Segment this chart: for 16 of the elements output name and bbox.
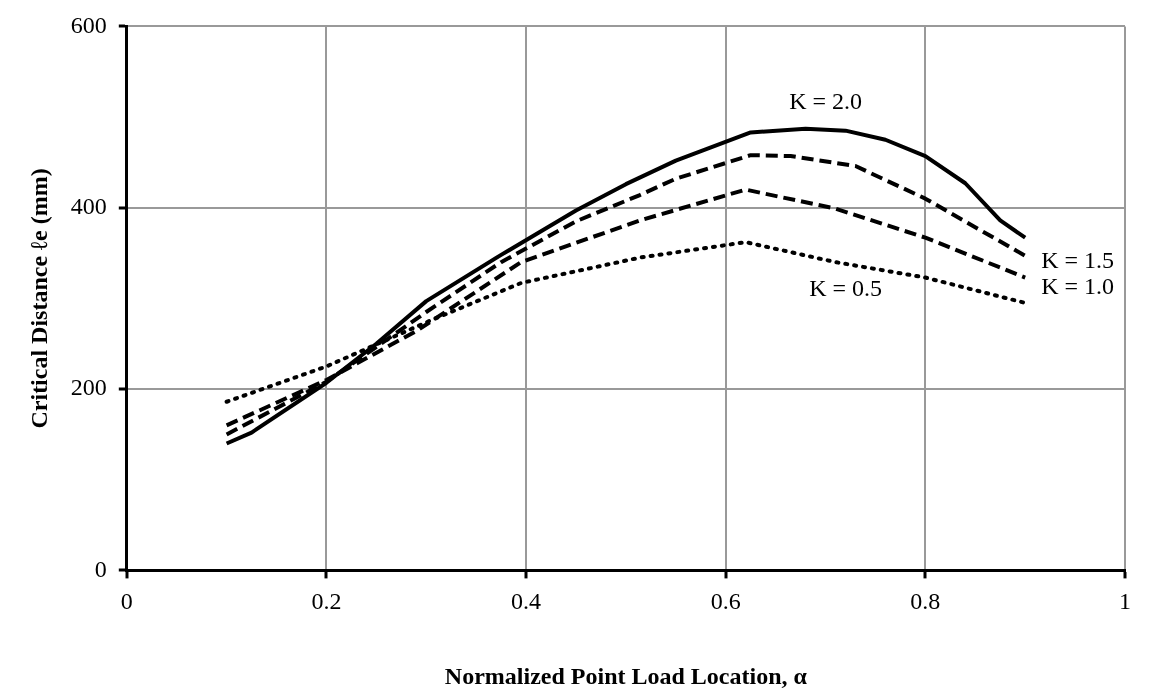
series-label: K = 0.5: [809, 275, 883, 302]
y-tick-label: 200: [70, 374, 107, 401]
x-tick-label: 0.2: [311, 588, 342, 615]
x-tick-label: 0.4: [511, 588, 542, 615]
series-label: K = 1.0: [1041, 272, 1115, 299]
series-label: K = 2.0: [789, 88, 863, 115]
y-axis-title: Critical Distance ℓe (mm): [25, 168, 52, 429]
y-tick-label: 400: [70, 193, 107, 220]
series-label: K = 1.5: [1041, 247, 1115, 274]
x-axis-title: Normalized Point Load Location, α: [444, 662, 808, 689]
x-tick-label: 1: [1119, 588, 1131, 615]
x-tick-label: 0.8: [910, 588, 941, 615]
x-tick-label: 0.6: [710, 588, 741, 615]
y-tick-label: 600: [70, 11, 107, 38]
y-tick-label: 0: [94, 555, 107, 582]
x-tick-label: 0: [120, 588, 133, 615]
